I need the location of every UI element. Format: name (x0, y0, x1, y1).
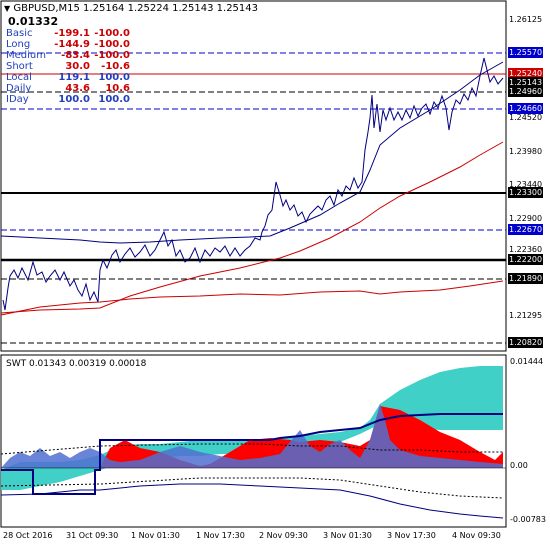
info-row-value-1: -199.1 (54, 28, 90, 39)
swt-dotted-lower (0, 477, 504, 499)
info-row-value-2: -100.0 (94, 28, 130, 39)
swt-header: SWT 0.01343 0.00319 0.00018 (6, 359, 147, 369)
time-label: 31 Oct 09:30 (66, 531, 119, 540)
price-label: 1.25143 (508, 77, 544, 88)
price-label: 1.25570 (508, 47, 544, 58)
info-row-label: Local (6, 72, 32, 83)
price-label: 1.22200 (508, 254, 544, 265)
info-row-value-1: -144.9 (54, 39, 90, 50)
info-row-label: Daily (6, 83, 32, 94)
price-label: 1.24660 (508, 103, 544, 114)
price-axis: 1.26125 1.25570 1.25240 1.25143 1.24960 1.246… (507, 0, 550, 352)
info-row-value-2: -100.0 (94, 50, 130, 61)
info-row-value-1: -83.4 (61, 50, 90, 61)
info-row-daily: Daily 43.6 10.6 (6, 83, 130, 94)
price-label: 1.22360 (509, 245, 543, 254)
info-row-long: Long -144.9 -100.0 (6, 39, 130, 50)
info-row-basic: Basic -199.1 -100.0 (6, 28, 130, 39)
time-label: 2 Nov 09:30 (259, 531, 308, 540)
time-label: 1 Nov 17:30 (196, 531, 245, 540)
info-row-value-2: -10.6 (101, 61, 130, 72)
info-row-value-1: 100.0 (58, 94, 90, 105)
info-row-label: Medium (6, 50, 46, 61)
info-row-iday: IDay 100.0 100.0 (6, 94, 130, 105)
time-label: 1 Nov 01:30 (131, 531, 180, 540)
navy-ma-slow (0, 61, 504, 244)
swt-signal-upper (1, 413, 503, 495)
swt-band-lower (0, 483, 504, 519)
info-row-label: Long (6, 39, 31, 50)
time-label: 3 Nov 17:30 (387, 531, 436, 540)
price-label: 1.25240 (508, 68, 544, 79)
info-row-value-1: 30.0 (65, 61, 90, 72)
swt-axis-label: 0.00 (510, 461, 528, 470)
swt-axis-label: 0.01444 (510, 357, 544, 366)
info-row-short: Short 30.0 -10.6 (6, 61, 130, 72)
info-row-value-2: -100.0 (94, 39, 130, 50)
swt-axis: 0.01444 0.00 -0.00783 (507, 355, 550, 527)
time-label: 3 Nov 01:30 (323, 531, 372, 540)
swt-dotted-upper (0, 443, 503, 455)
price-label: 1.23440 (509, 180, 543, 189)
header-triangle-icon[interactable]: ▼ (4, 4, 11, 13)
price-label: 1.26125 (509, 15, 543, 24)
swt-axis-label: -0.00783 (510, 515, 546, 524)
red-ma-slow (0, 280, 504, 316)
price-label: 1.21295 (509, 311, 543, 320)
main-price-window[interactable] (0, 0, 507, 352)
info-row-value-1: 119.1 (58, 72, 90, 83)
info-row-label: Short (6, 61, 33, 72)
price-label: 1.23300 (508, 187, 544, 198)
horizontal-levels (1, 52, 506, 344)
info-row-value-1: 43.6 (65, 83, 90, 94)
info-row-value-2: 10.6 (105, 83, 130, 94)
price-label: 1.24960 (508, 86, 544, 97)
price-label: 1.22900 (509, 214, 543, 223)
price-label: 1.21890 (508, 273, 544, 284)
info-row-label: Basic (6, 28, 33, 39)
header-value: 0.01332 (8, 15, 59, 28)
price-label: 1.20820 (508, 337, 544, 348)
price-label: 1.24520 (509, 113, 543, 122)
info-row-medium: Medium -83.4 -100.0 (6, 50, 130, 61)
time-label: 4 Nov 09:30 (452, 531, 501, 540)
chart-header: ▼ GBPUSD,M15 1.25164 1.25224 1.25143 1.2… (4, 3, 258, 14)
info-row-local: Local 119.1 100.0 (6, 72, 130, 83)
red-ma-fast (0, 141, 504, 314)
main-series (0, 57, 504, 316)
info-block: Basic -199.1 -100.0 Long -144.9 -100.0 Medium -… (6, 28, 130, 105)
time-label: 28 Oct 2016 (3, 531, 53, 540)
info-row-value-2: 100.0 (98, 94, 130, 105)
symbol-line: GBPUSD,M15 1.25164 1.25224 1.25143 1.251… (13, 3, 259, 14)
swt-series (0, 366, 506, 519)
price-line (2, 57, 504, 311)
price-label: 1.22670 (508, 224, 544, 235)
time-axis-labels: 28 Oct 2016 31 Oct 09:30 1 Nov 01:30 1 Nov … (0, 530, 550, 548)
info-row-label: IDay (6, 94, 29, 105)
info-row-value-2: 100.0 (98, 72, 130, 83)
price-label: 1.23980 (509, 147, 543, 156)
